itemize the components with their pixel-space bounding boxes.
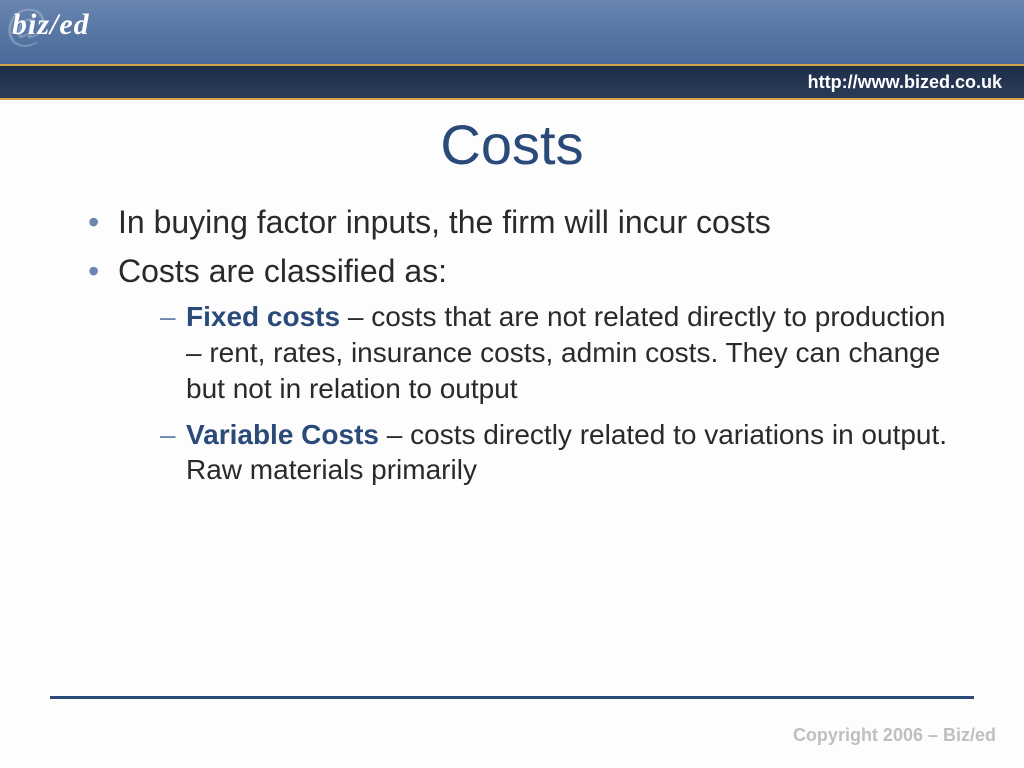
bullet-list: In buying factor inputs, the firm will i… bbox=[60, 203, 964, 488]
footer-divider bbox=[50, 696, 974, 699]
term-label: Variable Costs bbox=[186, 419, 379, 450]
list-item: Variable Costs – costs directly related … bbox=[160, 417, 964, 489]
logo-text: biz/ed bbox=[12, 8, 90, 41]
list-item: Fixed costs – costs that are not related… bbox=[160, 299, 964, 406]
bullet-text: In buying factor inputs, the firm will i… bbox=[118, 204, 771, 240]
url-band: http://www.bized.co.uk bbox=[0, 64, 1024, 100]
copyright-text: Copyright 2006 – Biz/ed bbox=[793, 725, 996, 746]
header-band: @ biz/ed bbox=[0, 0, 1024, 64]
site-url: http://www.bized.co.uk bbox=[808, 72, 1002, 93]
list-item: Costs are classified as: Fixed costs – c… bbox=[88, 252, 964, 488]
sub-bullet-list: Fixed costs – costs that are not related… bbox=[118, 299, 964, 488]
list-item: In buying factor inputs, the firm will i… bbox=[88, 203, 964, 242]
term-label: Fixed costs bbox=[186, 301, 340, 332]
logo: @ biz/ed bbox=[12, 8, 90, 42]
slide-title: Costs bbox=[60, 112, 964, 177]
slide-content: Costs In buying factor inputs, the firm … bbox=[0, 100, 1024, 488]
slide: @ biz/ed http://www.bized.co.uk Costs In… bbox=[0, 0, 1024, 768]
bullet-text: Costs are classified as: bbox=[118, 253, 447, 289]
